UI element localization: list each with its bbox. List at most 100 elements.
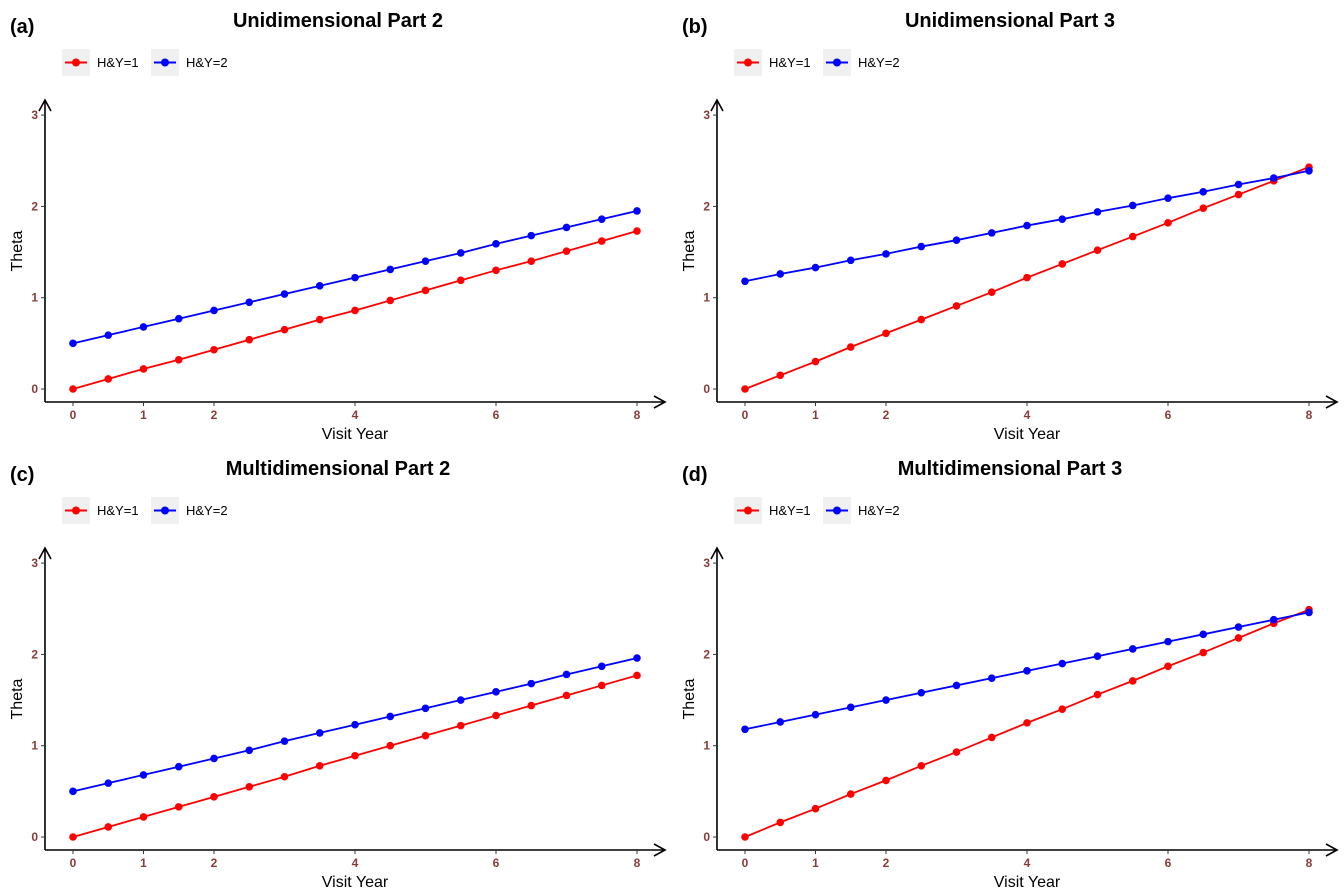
data-point: [1023, 273, 1031, 282]
data-point: [104, 375, 113, 383]
data-point: [386, 265, 395, 274]
x-tick-label: 2: [883, 856, 890, 870]
data-point: [1305, 608, 1313, 617]
legend: H&Y=1 H&Y=2: [62, 497, 228, 524]
x-tick-label: 8: [634, 408, 641, 422]
legend-label: H&Y=1: [97, 503, 139, 518]
data-point: [210, 345, 218, 354]
data-point: [741, 385, 749, 393]
data-point: [351, 306, 359, 315]
data-point: [421, 257, 430, 265]
x-tick-label: 4: [352, 408, 359, 422]
data-point: [917, 688, 926, 697]
data-point: [1199, 204, 1208, 213]
x-axis-title: Visit Year: [322, 874, 389, 890]
chart-title: Unidimensional Part 3: [905, 10, 1115, 32]
legend-item-1: H&Y=1: [62, 49, 139, 76]
data-point: [597, 237, 606, 245]
chart-panel-1: (a) Unidimensional Part 2 H&Y=1 H&Y=2 0 1 2 4 6 8…: [9, 10, 667, 443]
chart-title: Unidimensional Part 2: [233, 10, 443, 32]
series-2: [69, 207, 641, 348]
data-point: [811, 357, 820, 366]
data-point: [456, 721, 465, 730]
data-point: [386, 741, 395, 750]
data-point: [882, 696, 890, 704]
x-tick-label: 1: [812, 856, 819, 870]
data-point: [597, 681, 606, 690]
data-point: [527, 257, 536, 265]
data-point: [562, 223, 571, 232]
panel-tag: (b): [682, 16, 708, 38]
data-point: [597, 662, 606, 671]
data-point: [1128, 232, 1137, 241]
data-point: [174, 803, 183, 811]
data-point: [597, 215, 606, 223]
data-point: [633, 207, 641, 215]
chart-panel-2: (b) Unidimensional Part 3 H&Y=1 H&Y=2 0 1 2 4 6 8…: [681, 10, 1339, 443]
data-point: [492, 711, 500, 720]
x-tick-label: 0: [742, 856, 749, 870]
data-point: [882, 776, 890, 785]
legend-key-point: [833, 506, 841, 515]
data-point: [1269, 615, 1278, 624]
y-tick-label: 3: [703, 556, 710, 570]
data-point: [776, 270, 785, 278]
data-point: [1128, 645, 1137, 653]
x-axis-title: Visit Year: [994, 874, 1061, 890]
legend-label: H&Y=1: [97, 55, 139, 70]
data-point: [104, 779, 113, 787]
legend-item-2: H&Y=2: [151, 49, 228, 76]
data-point: [846, 790, 855, 798]
data-point: [245, 298, 254, 307]
data-point: [1058, 659, 1067, 668]
data-point: [104, 331, 113, 339]
data-point: [1305, 166, 1313, 175]
data-point: [562, 691, 571, 700]
data-point: [1234, 623, 1243, 631]
data-point: [811, 710, 820, 719]
y-axis-title: Theta: [681, 230, 698, 271]
x-tick-label: 6: [1165, 408, 1172, 422]
data-point: [280, 772, 289, 781]
legend-key-point: [161, 506, 169, 515]
data-point: [421, 731, 430, 740]
legend-item-2: H&Y=2: [823, 49, 900, 76]
data-point: [1093, 208, 1102, 216]
y-tick-label: 2: [31, 199, 38, 213]
data-point: [952, 681, 961, 690]
data-point: [1199, 187, 1208, 196]
legend-item-2: H&Y=2: [823, 497, 900, 524]
legend-key-point: [72, 58, 80, 67]
y-tick-label: 1: [703, 291, 710, 305]
legend-label: H&Y=2: [186, 503, 228, 518]
x-axis-title: Visit Year: [994, 426, 1061, 443]
y-tick-label: 1: [31, 291, 38, 305]
y-tick-label: 0: [703, 830, 710, 844]
series-2: [69, 654, 641, 796]
data-point: [952, 236, 961, 244]
series-1: [741, 605, 1313, 841]
series-1: [69, 227, 641, 393]
x-tick-label: 2: [883, 408, 890, 422]
data-point: [492, 266, 500, 275]
x-tick-label: 2: [211, 856, 218, 870]
legend-item-1: H&Y=1: [734, 49, 811, 76]
chart-title: Multidimensional Part 3: [898, 458, 1122, 480]
data-point: [1093, 690, 1102, 699]
data-point: [315, 761, 324, 770]
data-point: [69, 339, 77, 348]
data-point: [351, 720, 359, 729]
y-tick-label: 1: [31, 739, 38, 753]
data-point: [104, 823, 113, 831]
data-point: [633, 671, 641, 680]
data-point: [456, 249, 465, 257]
x-axis-title: Visit Year: [322, 426, 389, 443]
y-axis-title: Theta: [9, 230, 26, 271]
data-point: [917, 761, 926, 770]
data-point: [245, 782, 254, 791]
legend-item-1: H&Y=1: [734, 497, 811, 524]
data-point: [987, 229, 996, 237]
legend-label: H&Y=1: [769, 55, 811, 70]
legend: H&Y=1 H&Y=2: [62, 49, 228, 76]
